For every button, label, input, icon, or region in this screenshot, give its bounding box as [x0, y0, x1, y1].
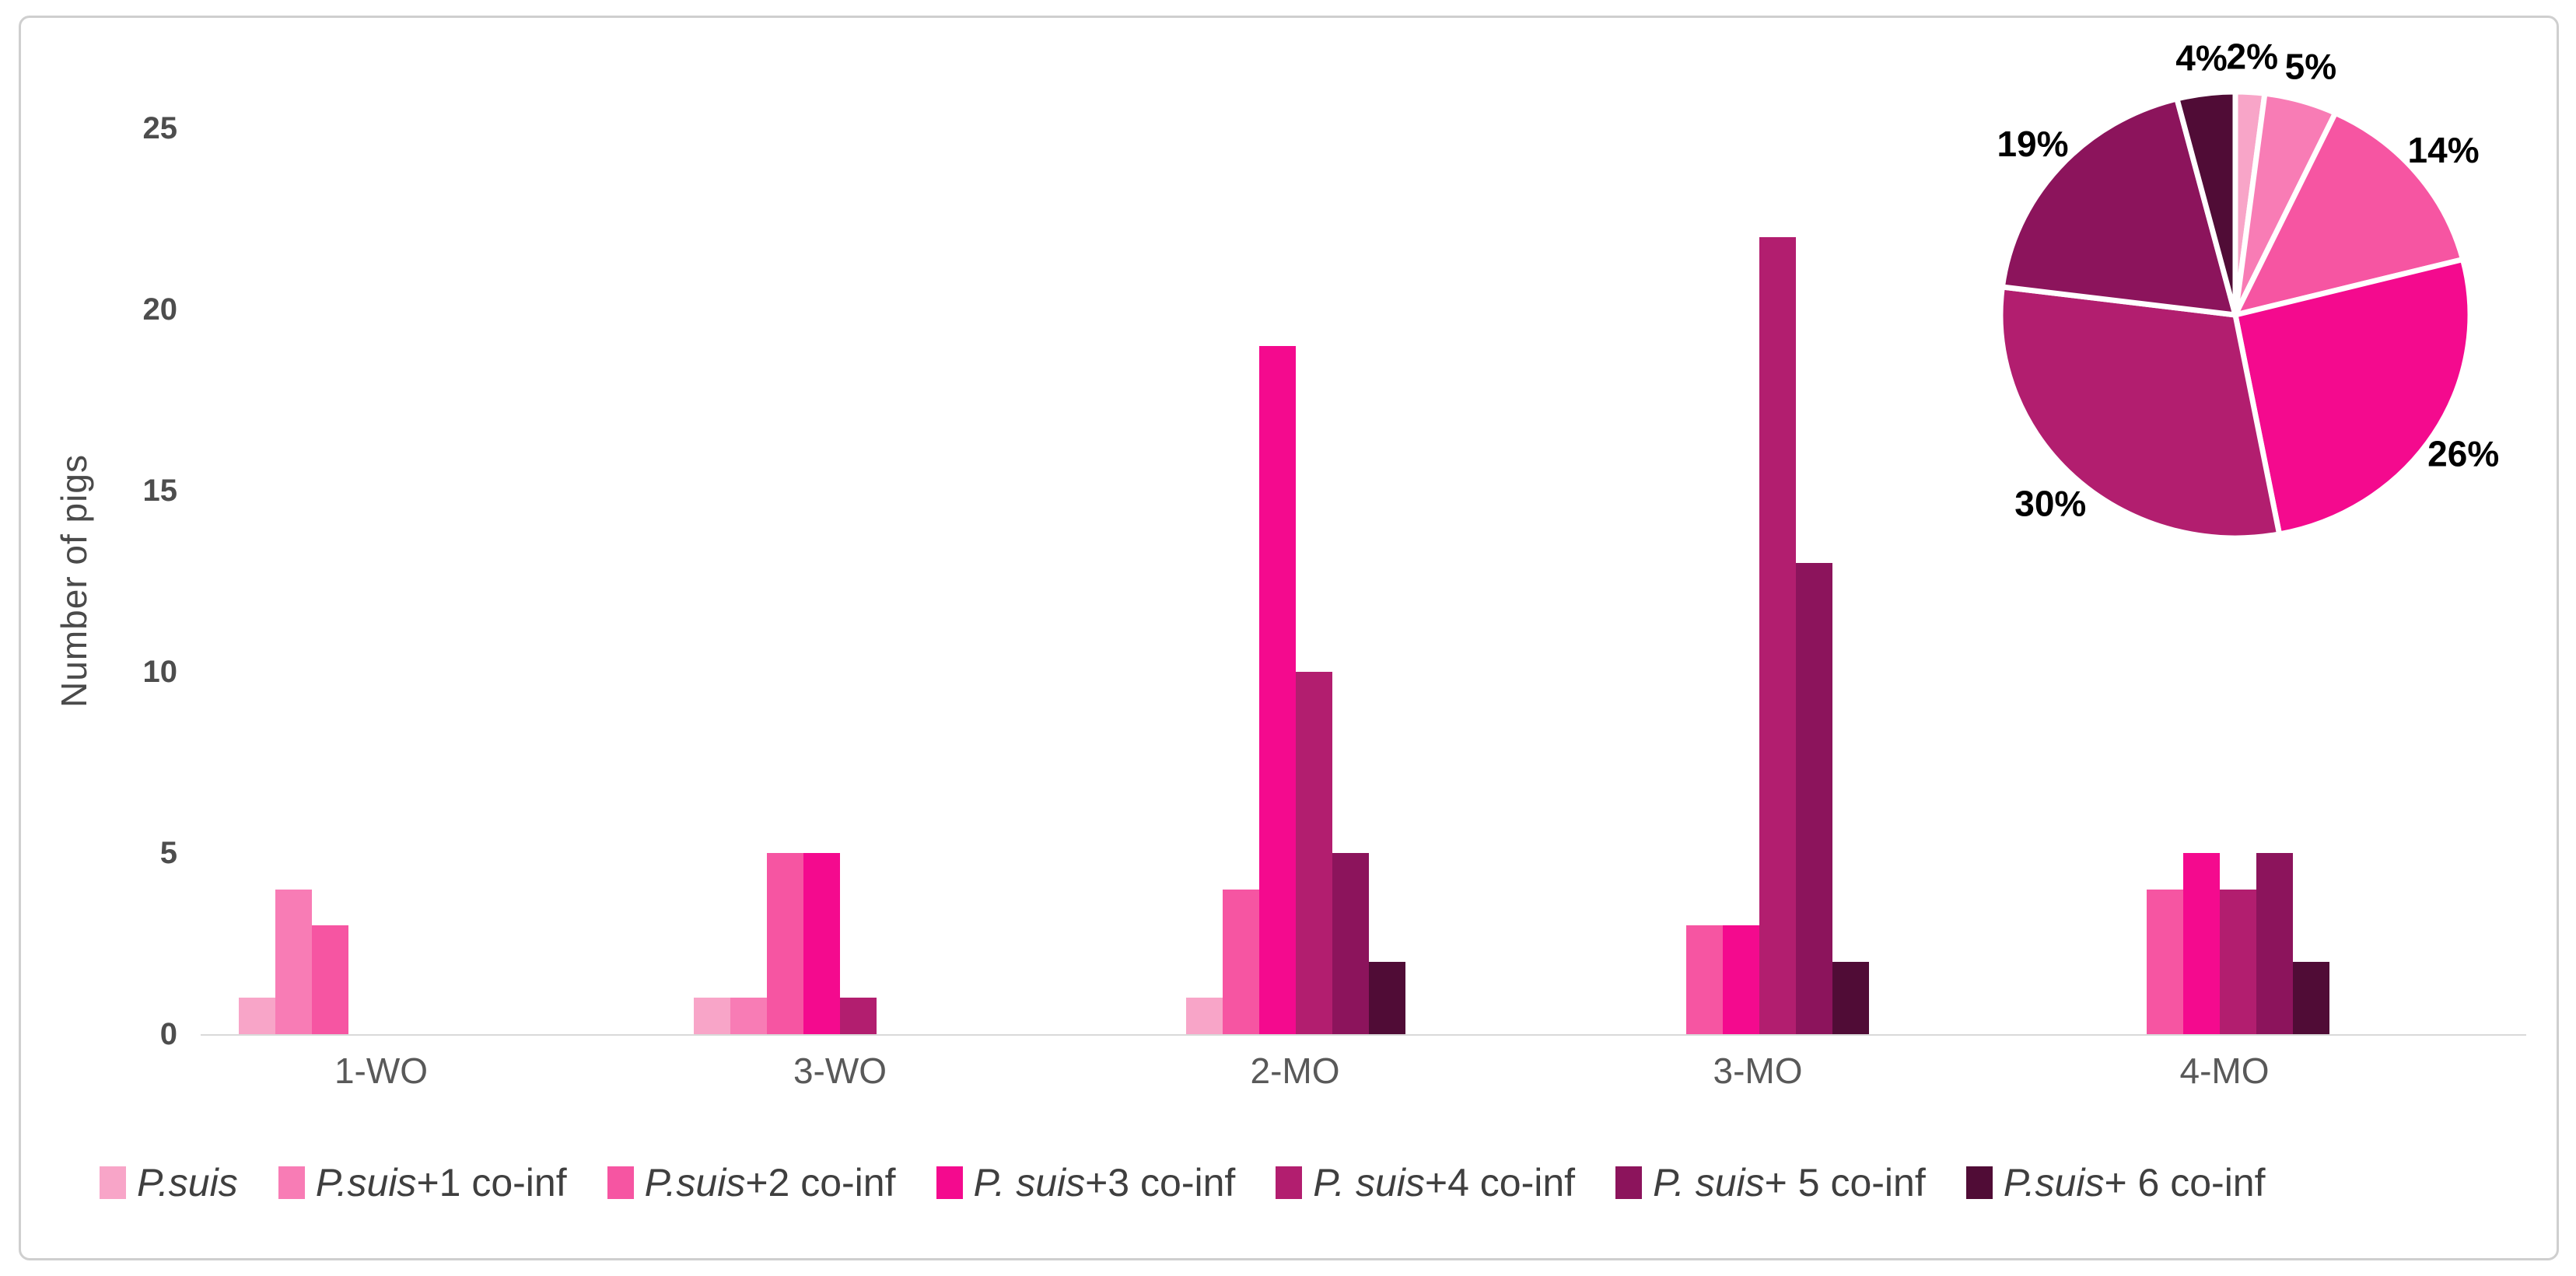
legend-label: P. suis+4 co-inf	[1313, 1161, 1576, 1204]
y-tick-label: 20	[142, 292, 178, 327]
legend: P.suis P.suis+1 co-inf P.suis+2 co-inf P. s…	[100, 1160, 2266, 1205]
y-tick-label: 0	[159, 1017, 177, 1051]
legend-label: P.suis+1 co-inf	[315, 1161, 567, 1204]
bar	[1796, 563, 1832, 1034]
bar	[1186, 998, 1223, 1034]
y-tick-label: 15	[142, 474, 178, 508]
legend-item: P. suis+3 co-inf	[936, 1160, 1236, 1205]
legend-swatch-icon	[1276, 1166, 1303, 1199]
bar	[2147, 889, 2183, 1034]
bar	[239, 998, 275, 1034]
y-tick-label: 25	[142, 111, 178, 145]
legend-swatch-icon	[936, 1166, 963, 1199]
legend-swatch-icon	[278, 1166, 305, 1199]
legend-label: P. suis+3 co-inf	[973, 1161, 1236, 1204]
x-category-label: 4-MO	[2179, 1051, 2270, 1091]
legend-label-species: P. suis	[973, 1161, 1086, 1204]
bar	[312, 925, 348, 1034]
x-category-label: 3-MO	[1713, 1051, 1803, 1091]
bar	[2220, 889, 2256, 1034]
legend-item: P.suis+2 co-inf	[607, 1160, 896, 1205]
bar	[694, 998, 730, 1034]
bar	[730, 998, 767, 1034]
bar	[767, 853, 803, 1034]
legend-item: P.suis+1 co-inf	[278, 1160, 567, 1205]
x-axis-line	[201, 1034, 2526, 1036]
legend-label-species: P.suis	[315, 1161, 417, 1204]
legend-item: P.suis+ 6 co-inf	[1965, 1160, 2266, 1205]
legend-swatch-icon	[607, 1166, 634, 1199]
bar	[803, 853, 840, 1034]
figure-border	[19, 16, 2559, 1260]
legend-label-species: P. suis	[1653, 1161, 1765, 1204]
legend-label: P.suis+2 co-inf	[644, 1161, 896, 1204]
bar	[2293, 961, 2329, 1034]
bar	[1723, 925, 1759, 1034]
legend-item: P. suis+ 5 co-inf	[1615, 1160, 1926, 1205]
legend-label: P. suis+ 5 co-inf	[1653, 1161, 1926, 1204]
bar	[2256, 853, 2293, 1034]
legend-label-species: P. suis	[1313, 1161, 1425, 1204]
bar	[840, 998, 877, 1034]
legend-label-species: P.suis	[2003, 1161, 2105, 1204]
bar	[1832, 961, 1869, 1034]
bar	[275, 889, 312, 1034]
bar	[1759, 236, 1796, 1034]
legend-item: P.suis	[100, 1160, 238, 1205]
legend-swatch-icon	[100, 1166, 126, 1199]
x-category-label: 2-MO	[1250, 1051, 1340, 1091]
legend-label-species: P.suis	[644, 1161, 746, 1204]
legend-swatch-icon	[1615, 1166, 1643, 1199]
bar	[1259, 345, 1296, 1034]
bar	[1223, 889, 1259, 1034]
x-category-label: 1-WO	[334, 1051, 429, 1091]
bar	[1296, 672, 1332, 1034]
legend-item: P. suis+4 co-inf	[1276, 1160, 1575, 1205]
bar	[1686, 925, 1723, 1034]
x-category-label: 3-WO	[793, 1051, 887, 1091]
legend-swatch-icon	[1965, 1166, 1993, 1199]
y-tick-label: 10	[142, 655, 178, 689]
bar	[2183, 853, 2220, 1034]
legend-label: P.suis	[137, 1160, 238, 1205]
legend-label-species: P.suis	[137, 1161, 238, 1204]
y-tick-label: 5	[159, 836, 177, 870]
legend-label: P.suis+ 6 co-inf	[2003, 1161, 2266, 1204]
bar	[1369, 961, 1405, 1034]
bar	[1332, 853, 1369, 1034]
